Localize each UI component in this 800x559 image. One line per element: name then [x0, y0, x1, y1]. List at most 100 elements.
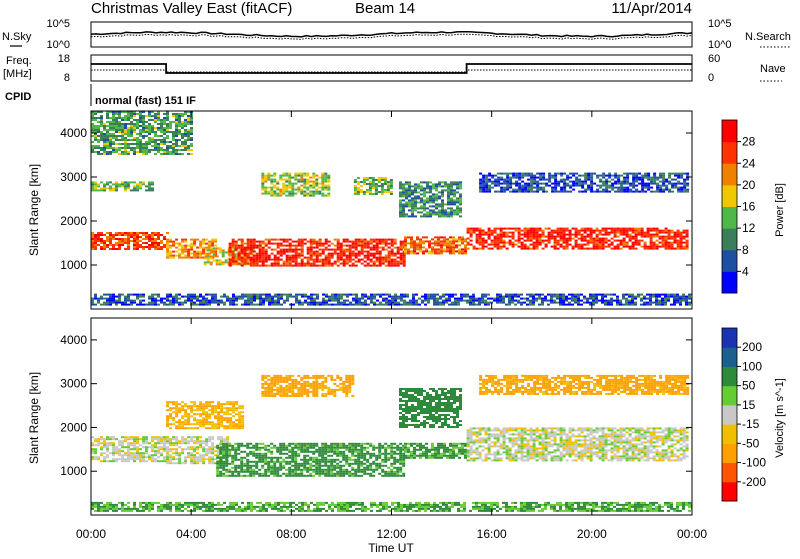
- data-cell: [472, 302, 475, 304]
- data-cell: [118, 240, 121, 242]
- data-cell: [542, 234, 545, 236]
- data-cell: [148, 129, 151, 131]
- data-cell: [172, 147, 175, 149]
- data-cell: [328, 253, 331, 255]
- data-cell: [416, 244, 419, 246]
- data-cell: [157, 145, 160, 147]
- data-cell: [157, 113, 160, 115]
- data-cell: [602, 240, 605, 242]
- data-cell: [94, 248, 97, 250]
- data-cell: [485, 234, 488, 236]
- data-cell: [265, 249, 268, 251]
- data-cell: [402, 215, 405, 217]
- data-cell: [94, 236, 97, 238]
- data-cell: [208, 460, 211, 462]
- data-cell: [562, 294, 565, 296]
- data-cell: [518, 191, 521, 193]
- data-cell: [373, 245, 376, 247]
- data-cell: [291, 185, 294, 187]
- data-cell: [394, 241, 397, 243]
- data-cell: [160, 448, 163, 450]
- y-tick-label: 3000: [60, 170, 87, 184]
- data-cell: [524, 248, 527, 250]
- data-cell: [518, 189, 521, 191]
- data-cell: [312, 185, 315, 187]
- data-cell: [611, 244, 614, 246]
- data-cell: [662, 191, 665, 193]
- data-cell: [598, 294, 601, 296]
- data-cell: [301, 263, 304, 265]
- data-cell: [427, 298, 430, 300]
- data-cell: [466, 294, 469, 296]
- data-cell: [289, 263, 292, 265]
- data-cell: [151, 129, 154, 131]
- data-cell: [306, 179, 309, 181]
- data-cell: [250, 239, 253, 241]
- data-cell: [133, 129, 136, 131]
- data-cell: [557, 248, 560, 250]
- data-cell: [178, 446, 181, 448]
- data-cell: [148, 248, 151, 250]
- data-cell: [376, 249, 379, 251]
- data-cell: [133, 189, 136, 191]
- data-cell: [247, 255, 250, 257]
- data-cell: [485, 191, 488, 193]
- data-cell: [115, 460, 118, 462]
- data-cell: [410, 246, 413, 248]
- data-cell: [265, 294, 268, 296]
- data-cell: [402, 203, 405, 205]
- data-cell: [124, 127, 127, 129]
- data-cell: [527, 173, 530, 175]
- data-cell: [312, 191, 315, 193]
- data-cell: [435, 195, 438, 197]
- data-cell: [497, 246, 500, 248]
- data-cell: [487, 294, 490, 296]
- data-cell: [363, 181, 366, 183]
- data-cell: [487, 298, 490, 300]
- data-cell: [355, 255, 358, 257]
- data-cell: [485, 246, 488, 248]
- data-cell: [592, 304, 595, 306]
- data-cell: [307, 304, 310, 306]
- data-cell: [279, 195, 282, 197]
- data-cell: [476, 236, 479, 238]
- data-cell: [394, 263, 397, 265]
- data-cell: [127, 147, 130, 149]
- data-cell: [577, 304, 580, 306]
- data-cell: [157, 129, 160, 131]
- data-cell: [397, 298, 400, 300]
- data-cell: [297, 191, 300, 193]
- data-cell: [327, 179, 330, 181]
- data-cell: [343, 263, 346, 265]
- data-cell: [136, 438, 139, 440]
- data-cell: [482, 181, 485, 183]
- data-cell: [560, 232, 563, 234]
- data-cell: [435, 187, 438, 189]
- data-cell: [568, 304, 571, 306]
- data-cell: [376, 247, 379, 249]
- data-cell: [187, 131, 190, 133]
- data-cell: [610, 300, 613, 302]
- data-cell: [196, 247, 199, 249]
- data-cell: [139, 452, 142, 454]
- data-cell: [447, 197, 450, 199]
- data-cell: [590, 234, 593, 236]
- data-cell: [611, 238, 614, 240]
- data-cell: [130, 139, 133, 141]
- data-cell: [273, 173, 276, 175]
- data-cell: [294, 179, 297, 181]
- data-cell: [166, 300, 169, 302]
- data-cell: [683, 238, 686, 240]
- data-cell: [259, 253, 262, 255]
- data-cell: [315, 175, 318, 177]
- data-cell: [536, 230, 539, 232]
- data-cell: [354, 181, 357, 183]
- data-cell: [605, 228, 608, 230]
- data-cell: [103, 234, 106, 236]
- data-cell: [136, 248, 139, 250]
- data-cell: [415, 300, 418, 302]
- data-cell: [482, 187, 485, 189]
- data-cell: [674, 238, 677, 240]
- data-cell: [620, 248, 623, 250]
- data-cell: [304, 239, 307, 241]
